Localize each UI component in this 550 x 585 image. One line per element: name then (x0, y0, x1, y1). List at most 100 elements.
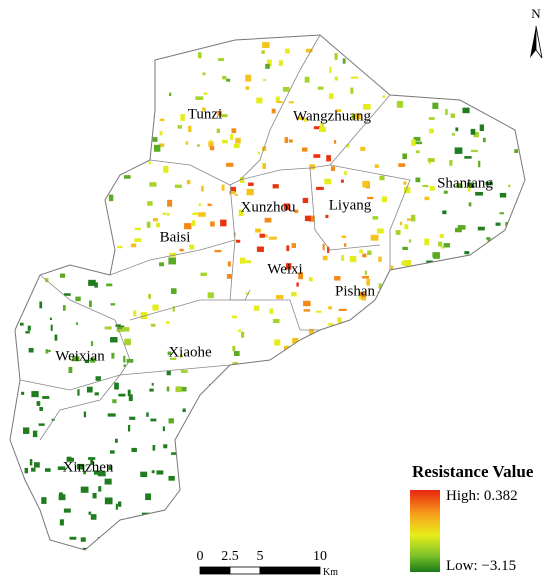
town-boundaries (19, 34, 411, 441)
land-patch (152, 137, 158, 142)
land-patch (76, 463, 85, 470)
land-patch (442, 210, 447, 215)
land-patch (231, 128, 237, 134)
land-patch (261, 50, 265, 54)
land-patch (275, 96, 280, 102)
land-patch (468, 202, 472, 207)
land-patch (236, 239, 241, 243)
land-patch (346, 144, 350, 148)
land-patch (86, 386, 93, 393)
land-patch (363, 103, 371, 110)
land-patch (440, 246, 445, 249)
land-patch (473, 131, 479, 138)
land-patch (350, 76, 359, 79)
land-patch (379, 175, 385, 181)
land-patch (454, 227, 462, 233)
land-patch (202, 72, 206, 76)
land-patch (159, 130, 163, 136)
land-patch (175, 386, 182, 393)
land-patch (68, 366, 73, 373)
land-patch (149, 182, 157, 187)
land-patch (116, 329, 124, 332)
land-patch (514, 149, 519, 154)
land-patch (262, 163, 266, 170)
land-patch (20, 322, 24, 326)
land-patch (248, 182, 254, 187)
land-patch (221, 139, 228, 144)
land-patch (320, 122, 324, 129)
land-patch (457, 225, 466, 230)
land-patch (235, 137, 241, 144)
scale-tick-label: 2.5 (221, 549, 239, 564)
land-patch (172, 306, 175, 312)
land-patch (198, 203, 201, 207)
region-label: Wangzhuang (293, 108, 371, 124)
land-patch (89, 300, 92, 308)
land-patch (275, 295, 284, 300)
land-patch (296, 282, 299, 287)
land-patch (116, 324, 122, 330)
land-patch (495, 222, 501, 226)
land-patch (478, 160, 481, 168)
land-patch (226, 162, 234, 167)
land-patch (150, 323, 156, 327)
land-patch (171, 452, 177, 455)
land-patch (422, 184, 429, 188)
land-patch (207, 292, 214, 299)
land-patch (150, 418, 157, 422)
land-patch (126, 358, 134, 363)
land-patch (334, 76, 339, 81)
land-patch (214, 249, 222, 253)
land-patch (255, 228, 261, 233)
land-patch (202, 107, 206, 112)
land-patch (272, 318, 280, 324)
land-patch (169, 92, 172, 97)
scale-segment (229, 566, 261, 575)
region-label: Xinzhen (63, 459, 114, 475)
land-patch (45, 349, 49, 354)
land-patch (127, 424, 131, 432)
land-patch (83, 470, 86, 475)
land-patch (285, 263, 292, 270)
land-patch (298, 272, 303, 280)
land-patch (141, 512, 150, 515)
scale-tick-label: 10 (313, 549, 327, 564)
land-patch (334, 140, 337, 144)
land-patch (344, 170, 347, 176)
land-patch (450, 113, 456, 118)
land-patch (303, 309, 311, 312)
north-arrow: N (530, 6, 543, 59)
land-patch (94, 392, 99, 396)
land-patch (180, 114, 185, 121)
land-patch (470, 128, 476, 135)
land-patch (140, 471, 148, 478)
land-patch (294, 209, 299, 214)
land-patch (245, 260, 251, 264)
land-patch (411, 139, 416, 146)
land-patch (109, 450, 115, 454)
land-patch (362, 180, 370, 188)
region-label: Pishan (335, 283, 376, 299)
land-patch (499, 212, 504, 215)
land-patch (163, 444, 168, 449)
land-patch (93, 470, 101, 475)
land-patch (326, 155, 331, 162)
land-patch (131, 447, 137, 452)
land-patch (177, 125, 182, 129)
land-patch (117, 501, 122, 507)
land-patch (31, 391, 39, 398)
land-patch (426, 260, 433, 263)
land-patch (152, 218, 158, 222)
land-patch (364, 270, 367, 275)
land-patch (169, 357, 177, 360)
land-patch (29, 459, 33, 466)
land-patch (84, 359, 90, 364)
land-patch (429, 185, 435, 191)
land-patch (208, 141, 214, 147)
land-patch (308, 328, 315, 335)
land-patch (256, 246, 264, 252)
land-patch (262, 146, 267, 152)
land-patch (262, 42, 270, 48)
land-patch (34, 462, 40, 468)
land-patch (366, 278, 371, 286)
